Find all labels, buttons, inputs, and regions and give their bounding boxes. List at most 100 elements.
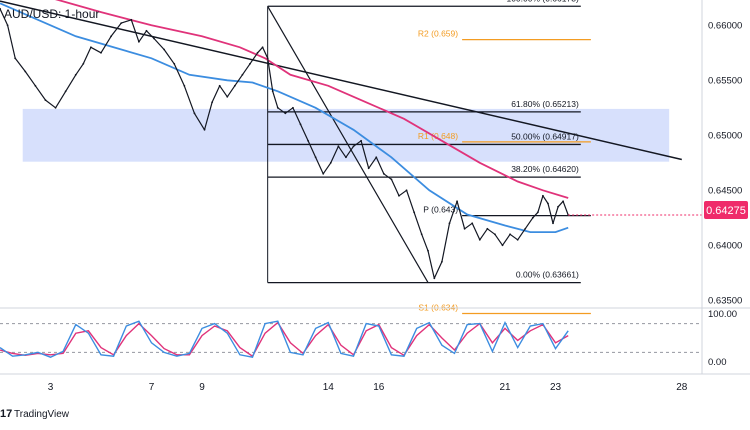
price-point bbox=[471, 222, 474, 225]
price-series-layer bbox=[0, 0, 702, 280]
price-tick-label: 0.65500 bbox=[708, 75, 742, 86]
price-point bbox=[153, 37, 155, 40]
price-point bbox=[390, 178, 393, 181]
price-point bbox=[375, 156, 378, 159]
chart-title: AUD/USD: 1-hour bbox=[4, 7, 99, 21]
price-point bbox=[24, 70, 27, 73]
price-point bbox=[271, 90, 274, 93]
resistance-zone bbox=[22, 108, 670, 162]
price-point bbox=[249, 62, 251, 65]
price-point bbox=[501, 244, 504, 247]
price-point bbox=[266, 57, 269, 60]
last-price-badge: 0.64275 bbox=[704, 201, 748, 219]
price-point bbox=[509, 233, 511, 236]
price-point bbox=[562, 200, 565, 203]
tradingview-logo-text: TradingView bbox=[14, 409, 70, 420]
fib-level-label: 61.80% (0.65213) bbox=[511, 99, 579, 109]
time-tick-label: 23 bbox=[550, 382, 562, 393]
price-point bbox=[536, 211, 539, 214]
price-point bbox=[441, 260, 443, 263]
price-point bbox=[292, 106, 294, 109]
price-point bbox=[420, 233, 423, 236]
time-tick-label: 14 bbox=[323, 382, 335, 393]
price-point bbox=[398, 194, 400, 197]
fib-level-label: 50.00% (0.64917) bbox=[511, 131, 579, 141]
price-point bbox=[6, 24, 9, 27]
tradingview-logo-mark: 17 bbox=[0, 408, 12, 420]
price-point bbox=[54, 106, 57, 109]
osc-tick-label: 100.00 bbox=[708, 309, 737, 320]
price-point bbox=[261, 46, 264, 49]
price-point bbox=[382, 172, 385, 175]
pivot-label: R2 (0.659) bbox=[418, 29, 458, 39]
price-point bbox=[329, 161, 332, 164]
price-point bbox=[173, 62, 176, 65]
price-tick-label: 0.65000 bbox=[708, 130, 742, 141]
price-point bbox=[256, 51, 259, 54]
time-tick-label: 9 bbox=[199, 382, 205, 393]
price-point bbox=[337, 145, 340, 148]
price-point bbox=[307, 139, 309, 142]
price-point bbox=[478, 238, 481, 241]
price-point bbox=[74, 73, 77, 76]
price-point bbox=[433, 277, 436, 280]
price-point bbox=[163, 48, 166, 51]
price-point bbox=[360, 139, 363, 142]
price-point bbox=[463, 227, 466, 230]
price-point bbox=[203, 128, 206, 131]
price-point bbox=[14, 57, 17, 60]
price-point bbox=[64, 90, 67, 93]
price-point bbox=[100, 51, 102, 54]
price-point bbox=[299, 123, 302, 126]
price-point bbox=[130, 18, 133, 21]
chart-drawings: 100.00% (0.66173) 61.80% (0.65213) 50.00% … bbox=[0, 0, 682, 315]
price-point bbox=[547, 202, 549, 205]
ma-red-line bbox=[54, 0, 569, 199]
fib-level-label: 0.00% (0.63661) bbox=[516, 270, 579, 280]
last-price-badge-bg bbox=[704, 201, 748, 219]
fib-level-label: 100.00% (0.66173) bbox=[506, 0, 578, 3]
osc-k-line bbox=[0, 320, 569, 358]
price-point bbox=[218, 84, 221, 87]
trendline bbox=[0, 0, 682, 161]
axes: 0.66000 0.65500 0.65000 0.64500 0.64000 0.635… bbox=[0, 0, 750, 393]
price-point bbox=[516, 238, 519, 241]
price-point bbox=[531, 216, 534, 219]
price-point bbox=[137, 40, 140, 43]
price-point bbox=[405, 189, 408, 192]
time-tick-label: 3 bbox=[48, 382, 54, 393]
price-point bbox=[367, 167, 370, 170]
price-point bbox=[241, 73, 244, 76]
price-point bbox=[233, 84, 236, 87]
diagonal-fib-line bbox=[267, 5, 429, 283]
tradingview-logo: 17 TradingView bbox=[0, 408, 70, 420]
price-point bbox=[90, 46, 92, 49]
ma-blue-line bbox=[0, 2, 569, 234]
price-point bbox=[145, 29, 148, 32]
price-point bbox=[557, 205, 559, 208]
price-point bbox=[448, 222, 451, 225]
price-point bbox=[120, 22, 123, 24]
osc-tick-label: 0.00 bbox=[708, 357, 727, 368]
price-tick-label: 0.64000 bbox=[708, 240, 742, 251]
price-point bbox=[193, 112, 196, 115]
time-tick-label: 7 bbox=[149, 382, 155, 393]
price-point bbox=[427, 249, 429, 252]
pivot-label: R1 (0.648) bbox=[418, 131, 458, 141]
price-point bbox=[276, 106, 279, 109]
price-point bbox=[494, 233, 496, 236]
price-point bbox=[44, 99, 47, 101]
time-tick-label: 16 bbox=[373, 382, 385, 393]
time-tick-label: 28 bbox=[676, 382, 688, 393]
oscillator-pane bbox=[0, 320, 702, 358]
price-point bbox=[82, 62, 85, 65]
price-point bbox=[211, 101, 214, 104]
price-point bbox=[524, 227, 527, 230]
price-tick-label: 0.66000 bbox=[708, 20, 742, 31]
price-point bbox=[486, 227, 489, 230]
price-point bbox=[542, 194, 544, 197]
osc-d-line bbox=[0, 321, 569, 358]
price-point bbox=[352, 145, 355, 148]
fib-level-label: 38.20% (0.64620) bbox=[511, 164, 579, 174]
